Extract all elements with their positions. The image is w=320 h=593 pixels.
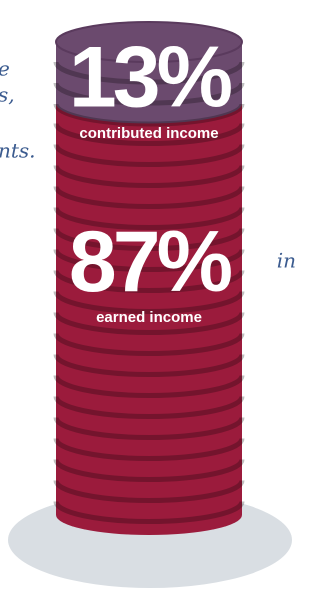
annotation: in [277, 249, 296, 273]
value-label: 13% [69, 30, 232, 126]
category-label: earned income [96, 309, 202, 326]
annotation: e [0, 57, 10, 81]
annotation: nts. [0, 139, 36, 163]
infographic: 13%contributed income 87%earned income es,… [0, 0, 296, 593]
category-label: contributed income [79, 125, 218, 142]
annotation: s, [0, 83, 15, 107]
value-label: 87% [69, 214, 232, 310]
